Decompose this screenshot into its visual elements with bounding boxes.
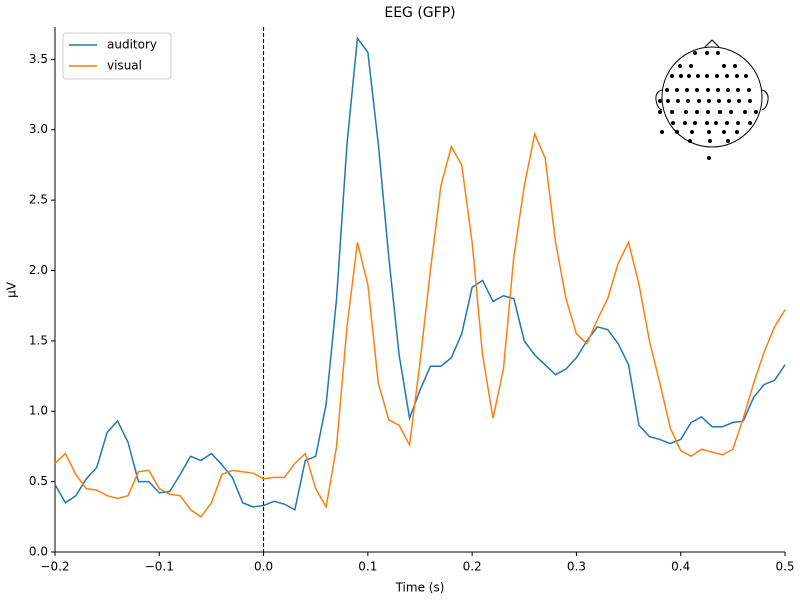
sensor-dot (679, 74, 683, 78)
sensor-dot (736, 121, 740, 125)
x-tick-label: 0.0 (254, 560, 273, 574)
sensor-dot (693, 121, 697, 125)
y-tick-label: 2.0 (29, 263, 48, 277)
x-tick-label: 0.1 (358, 560, 377, 574)
sensor-dot (686, 99, 690, 103)
sensor-dot (697, 99, 701, 103)
sensor-dot (743, 110, 747, 114)
sensor-dot (706, 110, 710, 114)
head-inset (655, 39, 769, 160)
sensor-dot (706, 88, 710, 92)
sensor-dot (683, 121, 687, 125)
sensor-dot (726, 88, 730, 92)
series-line (54, 131, 786, 518)
sensor-dot (708, 139, 712, 143)
sensor-dot (678, 64, 682, 68)
y-tick-label: 1.0 (29, 404, 48, 418)
sensor-dot (748, 121, 752, 125)
sensor-dot (689, 64, 693, 68)
sensor-dot (715, 74, 719, 78)
series-line (54, 36, 786, 511)
sensor-dot (705, 51, 709, 55)
sensor-dot (735, 74, 739, 78)
y-tick-label: 3.0 (29, 122, 48, 136)
sensor-dot (687, 74, 691, 78)
sensor-dot (744, 74, 748, 78)
x-tick-label: 0.5 (775, 560, 794, 574)
sensor-dot (725, 121, 729, 125)
sensor-dot (688, 139, 692, 143)
sensor-dot (670, 110, 674, 114)
x-tick-label: 0.2 (463, 560, 482, 574)
sensor-dot (665, 88, 669, 92)
y-tick-label: 2.5 (29, 193, 48, 207)
sensor-dot (735, 130, 739, 134)
sensor-dot (675, 88, 679, 92)
sensor-dot (676, 99, 680, 103)
sensor-dot (736, 88, 740, 92)
sensor-dot (727, 99, 731, 103)
chart-title: EEG (GFP) (384, 5, 455, 21)
sensor-dot (729, 110, 733, 114)
sensor-dot (726, 139, 730, 143)
sensor-dot (684, 110, 688, 114)
x-axis-label: Time (s) (395, 581, 445, 595)
x-tick-label: 0.4 (671, 560, 690, 574)
sensor-dot (748, 99, 752, 103)
sensor-dot (716, 88, 720, 92)
x-tick-label: 0.3 (567, 560, 586, 574)
y-tick-label: 3.5 (29, 52, 48, 66)
sensor-dot (722, 64, 726, 68)
sensor-dot (670, 74, 674, 78)
sensor-dot (722, 130, 726, 134)
sensor-dot (658, 110, 662, 114)
x-tick-label: −0.1 (145, 560, 174, 574)
sensor-dot (658, 99, 662, 103)
sensor-dot (718, 110, 722, 114)
sensor-dot (717, 99, 721, 103)
sensor-dot (716, 51, 720, 55)
sensor-dot (671, 121, 675, 125)
y-tick-label: 0.0 (29, 545, 48, 559)
sensor-dot (690, 130, 694, 134)
sensor-dot (705, 74, 709, 78)
sensor-dot (707, 99, 711, 103)
sensor-dot (737, 99, 741, 103)
sensor-dot (675, 130, 679, 134)
sensor-dot (707, 130, 711, 134)
y-axis-label: µV (5, 281, 19, 298)
sensor-dot (660, 130, 664, 134)
sensor-dot (693, 51, 697, 55)
sensor-dot (714, 121, 718, 125)
sensor-dot (747, 88, 751, 92)
legend-label: visual (107, 59, 142, 73)
sensor-dot (695, 88, 699, 92)
sensor-dot (666, 99, 670, 103)
sensor-dot (696, 74, 700, 78)
y-tick-label: 1.5 (29, 333, 48, 347)
legend-label: auditory (107, 38, 157, 52)
x-tick-label: −0.2 (40, 560, 69, 574)
y-tick-label: 0.5 (29, 474, 48, 488)
sensor-dot (754, 110, 758, 114)
sensor-dot (685, 88, 689, 92)
sensor-dot (707, 156, 711, 160)
sensor-dot (705, 121, 709, 125)
sensor-dot (725, 74, 729, 78)
sensor-dot (695, 110, 699, 114)
sensor-dot (733, 64, 737, 68)
